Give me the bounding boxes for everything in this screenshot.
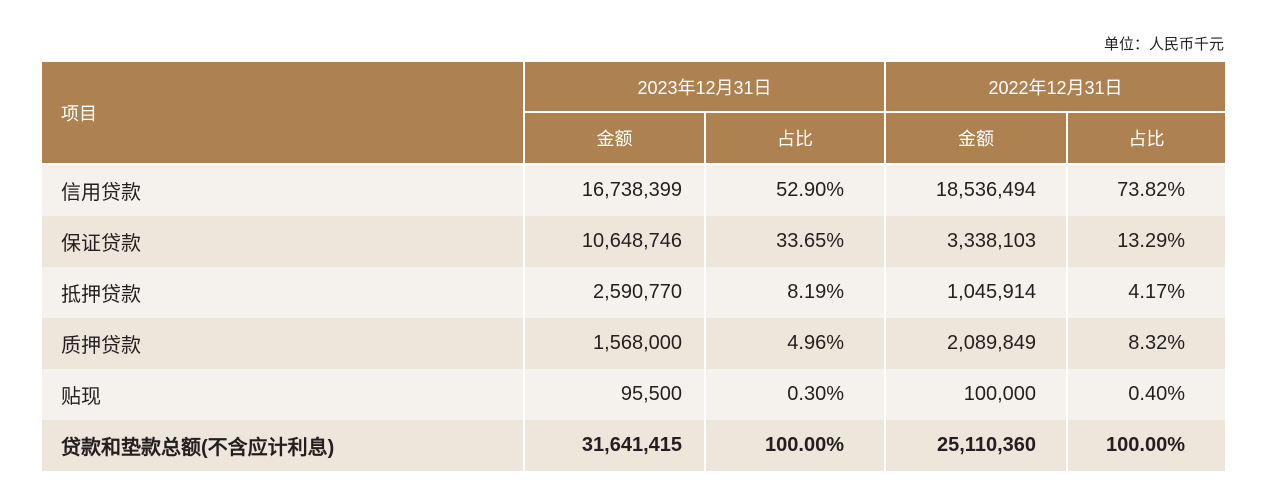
amount-2022: 3,338,103 xyxy=(884,216,1067,267)
table-row: 贴现 95,500 0.30% 100,000 0.40% xyxy=(42,369,1225,420)
row-label: 贴现 xyxy=(42,369,524,420)
header-ratio-2022: 占比 xyxy=(1066,112,1225,165)
table-row: 保证贷款 10,648,746 33.65% 3,338,103 13.29% xyxy=(42,216,1225,267)
loan-breakdown-table: 项目 2023年12月31日 2022年12月31日 金额 占比 金额 占比 信… xyxy=(42,62,1225,471)
row-label: 质押贷款 xyxy=(42,318,524,369)
header-amount-2023: 金额 xyxy=(523,112,705,165)
table-row: 信用贷款 16,738,399 52.90% 18,536,494 73.82% xyxy=(42,164,1225,216)
total-amount-2022: 25,110,360 xyxy=(884,420,1067,471)
ratio-2022: 13.29% xyxy=(1066,216,1225,267)
total-ratio-2023: 100.00% xyxy=(704,420,885,471)
ratio-2023: 4.96% xyxy=(704,318,885,369)
total-ratio-2022: 100.00% xyxy=(1066,420,1225,471)
header-period-2022: 2022年12月31日 xyxy=(884,62,1225,113)
ratio-2022: 0.40% xyxy=(1066,369,1225,420)
ratio-2023: 33.65% xyxy=(704,216,885,267)
amount-2023: 2,590,770 xyxy=(523,267,705,318)
row-label: 信用贷款 xyxy=(42,164,524,216)
amount-2022: 18,536,494 xyxy=(884,164,1067,216)
amount-2023: 16,738,399 xyxy=(523,164,705,216)
amount-2022: 100,000 xyxy=(884,369,1067,420)
ratio-2022: 73.82% xyxy=(1066,164,1225,216)
ratio-2023: 52.90% xyxy=(704,164,885,216)
ratio-2022: 8.32% xyxy=(1066,318,1225,369)
ratio-2023: 8.19% xyxy=(704,267,885,318)
header-period-2023: 2023年12月31日 xyxy=(523,62,885,113)
row-label: 抵押贷款 xyxy=(42,267,524,318)
unit-label: 单位：人民币千元 xyxy=(1103,36,1224,53)
amount-2023: 1,568,000 xyxy=(523,318,705,369)
table-row: 质押贷款 1,568,000 4.96% 2,089,849 8.32% xyxy=(42,318,1225,369)
total-row: 贷款和垫款总额(不含应计利息) 31,641,415 100.00% 25,11… xyxy=(42,420,1225,471)
ratio-2022: 4.17% xyxy=(1066,267,1225,318)
amount-2022: 2,089,849 xyxy=(884,318,1067,369)
amount-2023: 95,500 xyxy=(523,369,705,420)
table-row: 抵押贷款 2,590,770 8.19% 1,045,914 4.17% xyxy=(42,267,1225,318)
header-amount-2022: 金额 xyxy=(884,112,1067,165)
header-ratio-2023: 占比 xyxy=(704,112,885,165)
ratio-2023: 0.30% xyxy=(704,369,885,420)
amount-2023: 10,648,746 xyxy=(523,216,705,267)
row-label: 保证贷款 xyxy=(42,216,524,267)
total-label: 贷款和垫款总额(不含应计利息) xyxy=(42,420,524,471)
total-amount-2023: 31,641,415 xyxy=(523,420,705,471)
header-item: 项目 xyxy=(42,62,524,165)
amount-2022: 1,045,914 xyxy=(884,267,1067,318)
